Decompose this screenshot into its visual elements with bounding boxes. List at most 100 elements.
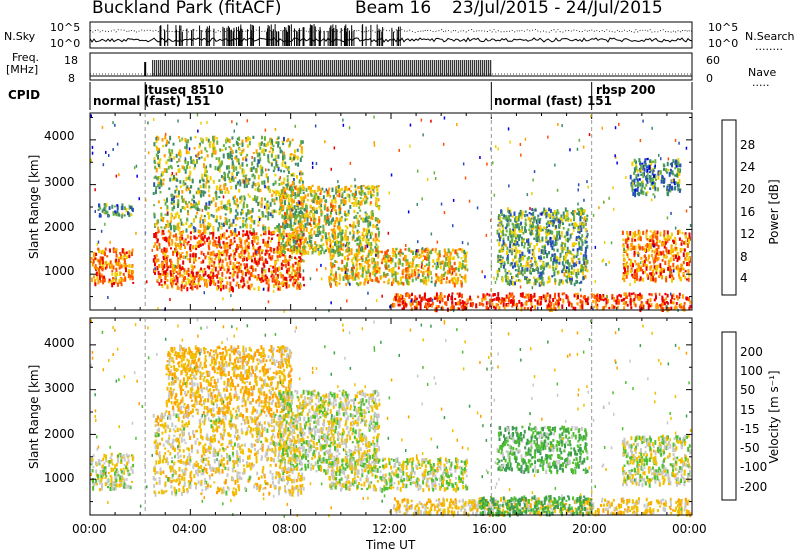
heatmap-cell bbox=[536, 278, 539, 283]
heatmap-cell bbox=[611, 304, 614, 309]
heatmap-cell bbox=[206, 275, 209, 277]
heatmap-cell bbox=[297, 277, 300, 281]
heatmap-cell bbox=[235, 234, 238, 237]
heatmap-cell bbox=[581, 266, 584, 270]
heatmap-cell bbox=[245, 268, 248, 273]
heatmap-cell bbox=[323, 190, 326, 193]
heatmap-cell bbox=[198, 274, 201, 279]
heatmap-cell bbox=[251, 184, 254, 189]
heatmap-cell bbox=[575, 237, 578, 242]
heatmap-cell bbox=[394, 271, 397, 276]
heatmap-cell bbox=[422, 259, 425, 262]
heatmap-cell bbox=[358, 214, 361, 218]
heatmap-cell bbox=[463, 254, 466, 259]
heatmap-cell bbox=[424, 265, 426, 268]
heatmap-cell bbox=[432, 259, 435, 263]
heatmap-cell bbox=[165, 262, 168, 268]
heatmap-cell bbox=[447, 257, 450, 261]
heatmap-cell bbox=[665, 248, 668, 253]
heatmap-cell bbox=[359, 201, 362, 206]
heatmap-cell bbox=[123, 260, 126, 264]
heatmap-cell bbox=[376, 245, 379, 250]
heatmap-cell bbox=[256, 277, 259, 281]
heatmap-cell bbox=[267, 216, 270, 221]
heatmap-cell bbox=[397, 298, 400, 301]
heatmap-cell bbox=[240, 251, 243, 255]
heatmap-cell bbox=[401, 252, 404, 255]
heatmap-cell bbox=[113, 281, 115, 285]
heatmap-cell bbox=[485, 301, 488, 305]
heatmap-cell bbox=[368, 187, 371, 190]
heatmap-cell bbox=[391, 257, 394, 263]
heatmap-cell bbox=[537, 270, 540, 275]
heatmap-cell bbox=[573, 268, 576, 272]
heatmap-cell bbox=[391, 281, 393, 286]
heatmap-cell bbox=[227, 173, 230, 178]
heatmap-cell bbox=[353, 194, 356, 198]
heatmap-cell bbox=[592, 300, 595, 304]
heatmap-cell bbox=[540, 227, 542, 232]
heatmap-cell bbox=[288, 259, 291, 261]
heatmap-cell bbox=[283, 151, 285, 156]
heatmap-cell bbox=[441, 273, 443, 279]
heatmap-cell bbox=[241, 142, 244, 147]
heatmap-cell bbox=[119, 277, 122, 282]
heatmap-cell bbox=[248, 137, 251, 141]
heatmap-cell bbox=[441, 306, 444, 311]
heatmap-cell bbox=[548, 207, 551, 212]
heatmap-cell bbox=[294, 227, 297, 232]
heatmap-cell bbox=[451, 300, 454, 304]
heatmap-cell bbox=[356, 259, 359, 262]
heatmap-cell bbox=[344, 197, 347, 200]
heatmap-cell bbox=[195, 206, 198, 210]
heatmap-cell bbox=[421, 263, 423, 267]
heatmap-cell bbox=[287, 261, 290, 267]
heatmap-cell bbox=[240, 195, 243, 199]
heatmap-cell bbox=[576, 248, 579, 252]
heatmap-cell bbox=[162, 237, 165, 240]
heatmap-cell bbox=[355, 273, 358, 278]
heatmap-cell bbox=[202, 231, 205, 236]
heatmap-cell bbox=[372, 190, 375, 193]
heatmap-cell bbox=[561, 248, 564, 254]
heatmap-cell bbox=[326, 207, 329, 212]
heatmap-cell bbox=[521, 273, 524, 277]
heatmap-cell bbox=[619, 294, 622, 298]
heatmap-cell bbox=[194, 163, 197, 168]
heatmap-cell bbox=[284, 224, 287, 230]
heatmap-cell bbox=[662, 250, 665, 255]
heatmap-cell bbox=[348, 253, 351, 256]
heatmap-cell bbox=[665, 297, 668, 301]
heatmap-cell bbox=[565, 259, 567, 264]
heatmap-cell bbox=[537, 214, 540, 218]
heatmap-cell bbox=[510, 262, 513, 265]
heatmap-cell bbox=[499, 260, 502, 263]
heatmap-cell bbox=[427, 278, 430, 282]
heatmap-cell bbox=[217, 270, 220, 276]
heatmap-cell bbox=[190, 264, 193, 269]
heatmap-cell bbox=[131, 248, 134, 252]
heatmap-cell bbox=[554, 255, 557, 258]
heatmap-cell bbox=[423, 249, 426, 252]
heatmap-cell bbox=[534, 257, 536, 261]
heatmap-cell bbox=[262, 226, 265, 231]
heatmap-cell bbox=[551, 215, 554, 219]
heatmap-cell bbox=[281, 189, 283, 194]
heatmap-cell bbox=[663, 298, 666, 302]
heatmap-cell bbox=[580, 264, 582, 270]
heatmap-cell bbox=[291, 157, 294, 162]
heatmap-cell bbox=[403, 305, 405, 310]
heatmap-cell bbox=[570, 280, 573, 285]
heatmap-cell bbox=[545, 229, 548, 233]
heatmap-cell bbox=[244, 175, 247, 179]
heatmap-cell bbox=[264, 136, 266, 141]
heatmap-cell bbox=[497, 259, 500, 263]
heatmap-cell bbox=[497, 292, 500, 297]
heatmap-cell bbox=[498, 223, 501, 227]
heatmap-cell bbox=[189, 190, 192, 194]
heatmap-cell bbox=[342, 236, 345, 241]
heatmap-cell bbox=[246, 257, 248, 262]
heatmap-cell bbox=[227, 154, 230, 159]
heatmap-cell bbox=[110, 263, 113, 268]
heatmap-cell bbox=[205, 170, 208, 173]
